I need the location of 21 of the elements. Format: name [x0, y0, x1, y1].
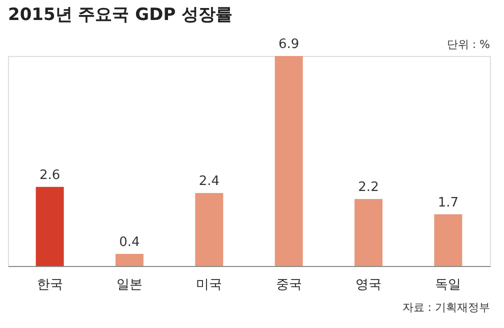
bar [434, 214, 462, 266]
chart-title: 2015년 주요국 GDP 성장률 [8, 5, 233, 25]
data-label: 1.7 [438, 195, 459, 210]
data-label: 6.9 [278, 37, 300, 52]
x-tick-label: 한국 [36, 278, 63, 292]
x-tick-label: 중국 [276, 278, 302, 292]
bar [115, 254, 144, 266]
x-tick-label: 독일 [435, 278, 462, 292]
bar [36, 186, 64, 266]
x-tick-label: 일본 [116, 278, 142, 292]
data-label: 2.4 [198, 174, 220, 189]
bar [354, 199, 383, 266]
data-label: 0.4 [119, 234, 140, 250]
data-label: 2.2 [358, 180, 379, 196]
data-label: 2.6 [39, 168, 60, 183]
bar [195, 192, 224, 266]
x-tick-label: 미국 [196, 278, 222, 292]
x-tick-label: 영국 [356, 278, 382, 292]
text: 자료 : 기획재정부 [402, 301, 490, 314]
text: 단위 : % [446, 38, 490, 51]
bar [274, 56, 303, 266]
